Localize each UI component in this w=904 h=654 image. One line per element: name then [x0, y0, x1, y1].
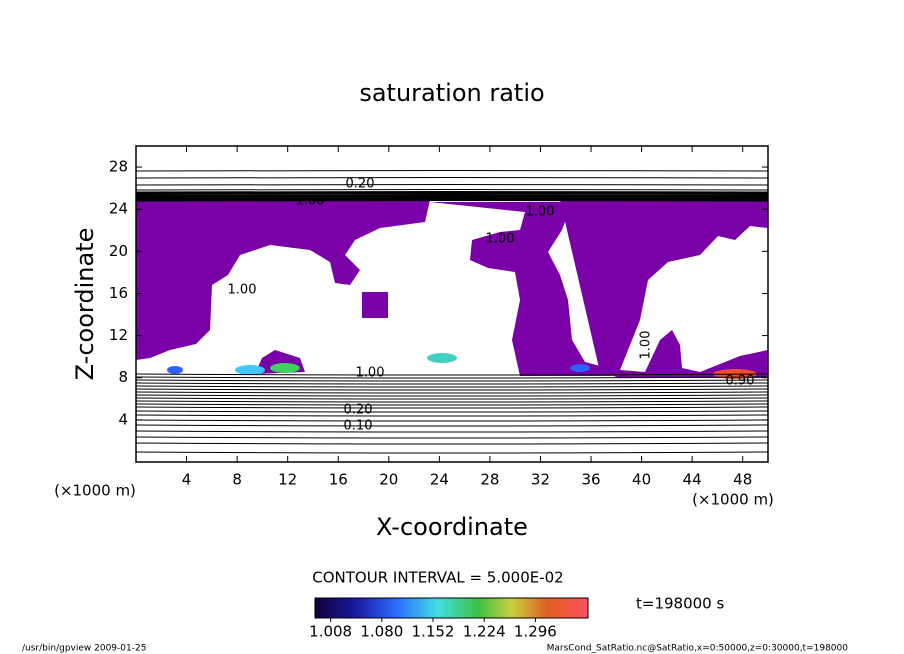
region [362, 292, 388, 318]
contour-label: 0.10 [344, 419, 373, 434]
contour-line [135, 382, 769, 385]
colorbar-tick-label: 1.224 [463, 623, 506, 641]
contour-line [135, 177, 769, 179]
x-tick-label: 12 [278, 471, 297, 489]
contour-line [135, 430, 769, 433]
time-label: t=198000 s [636, 595, 724, 613]
y-tick-label: 24 [109, 200, 128, 218]
contour-line [135, 385, 769, 388]
colorbar-tick-label: 1.296 [514, 623, 557, 641]
region [235, 365, 265, 375]
y-tick-label: 12 [109, 326, 128, 344]
x-tick-label: 28 [480, 471, 499, 489]
contour-label: 0.20 [346, 177, 375, 192]
contour-line [135, 388, 769, 391]
contour-line [135, 373, 769, 376]
contour-line [135, 419, 769, 422]
x-tick-label: 4 [182, 471, 192, 489]
contour-line [135, 198, 769, 202]
x-axis-label: X-coordinate [376, 513, 528, 541]
y-tick-label: 16 [109, 284, 128, 302]
colorbar [314, 597, 589, 619]
region [167, 366, 183, 374]
contour-label: 0.90 [726, 374, 755, 389]
x-tick-label: 44 [683, 471, 702, 489]
contour-line [135, 184, 769, 186]
contour-label: 1.00 [526, 205, 555, 220]
contour-line [135, 191, 769, 195]
contour-line [135, 394, 769, 397]
region [427, 353, 457, 363]
region [560, 200, 768, 378]
contour-label: 0.20 [344, 403, 373, 418]
contour-label: 1.00 [228, 283, 257, 298]
contour-line [135, 451, 769, 454]
x-unit-label: (×1000 m) [54, 482, 136, 500]
y-tick-label: 20 [109, 242, 128, 260]
contour-line [135, 196, 769, 200]
colorbar-tick-label: 1.080 [360, 623, 403, 641]
x-tick-label: 20 [379, 471, 398, 489]
contour-line [135, 391, 769, 394]
contour-line [135, 194, 769, 198]
contour-line [135, 406, 769, 409]
contour-line [135, 379, 769, 382]
x-tick-label: 8 [232, 471, 242, 489]
contour-line [135, 376, 769, 379]
contour-line [135, 403, 769, 406]
footer-left: /usr/bin/gpview 2009-01-25 [22, 644, 146, 654]
region [136, 200, 430, 360]
region [570, 364, 590, 372]
x-tick-label: 24 [430, 471, 449, 489]
contour-line [135, 400, 769, 403]
region [430, 202, 612, 376]
region [270, 363, 300, 373]
contour-label: 1.00 [639, 331, 654, 360]
contour-line [135, 170, 769, 172]
x-tick-label: 36 [581, 471, 600, 489]
x-tick-label: 40 [632, 471, 651, 489]
colorbar-tick-label: 1.152 [412, 623, 455, 641]
plot-area [135, 170, 769, 454]
contour-interval: CONTOUR INTERVAL = 5.000E-02 [312, 569, 563, 587]
y-tick-label: 8 [118, 368, 128, 386]
x-unit-label: (×1000 m) [692, 491, 774, 509]
contour-line [135, 424, 769, 427]
contour-label: 1.00 [486, 232, 515, 247]
contour-line [135, 410, 769, 413]
contour-label: 1.00 [296, 194, 325, 209]
contour-line [135, 414, 769, 417]
contour-label: 1.00 [356, 366, 385, 381]
y-axis-label: Z-coordinate [71, 228, 99, 381]
x-tick-label: 32 [531, 471, 550, 489]
x-tick-label: 16 [329, 471, 348, 489]
plot-frame [135, 145, 769, 463]
x-tick-label: 48 [733, 471, 752, 489]
y-tick-label: 28 [109, 158, 128, 176]
contour-line [135, 397, 769, 400]
chart-title: saturation ratio [359, 79, 544, 107]
footer-right: MarsCond_SatRatio.nc@SatRatio,x=0:50000,… [547, 644, 849, 654]
contour-line [135, 442, 769, 445]
colorbar-tick-label: 1.008 [309, 623, 352, 641]
contour-line [135, 189, 769, 191]
contour-line [135, 436, 769, 439]
y-tick-label: 4 [118, 410, 128, 428]
